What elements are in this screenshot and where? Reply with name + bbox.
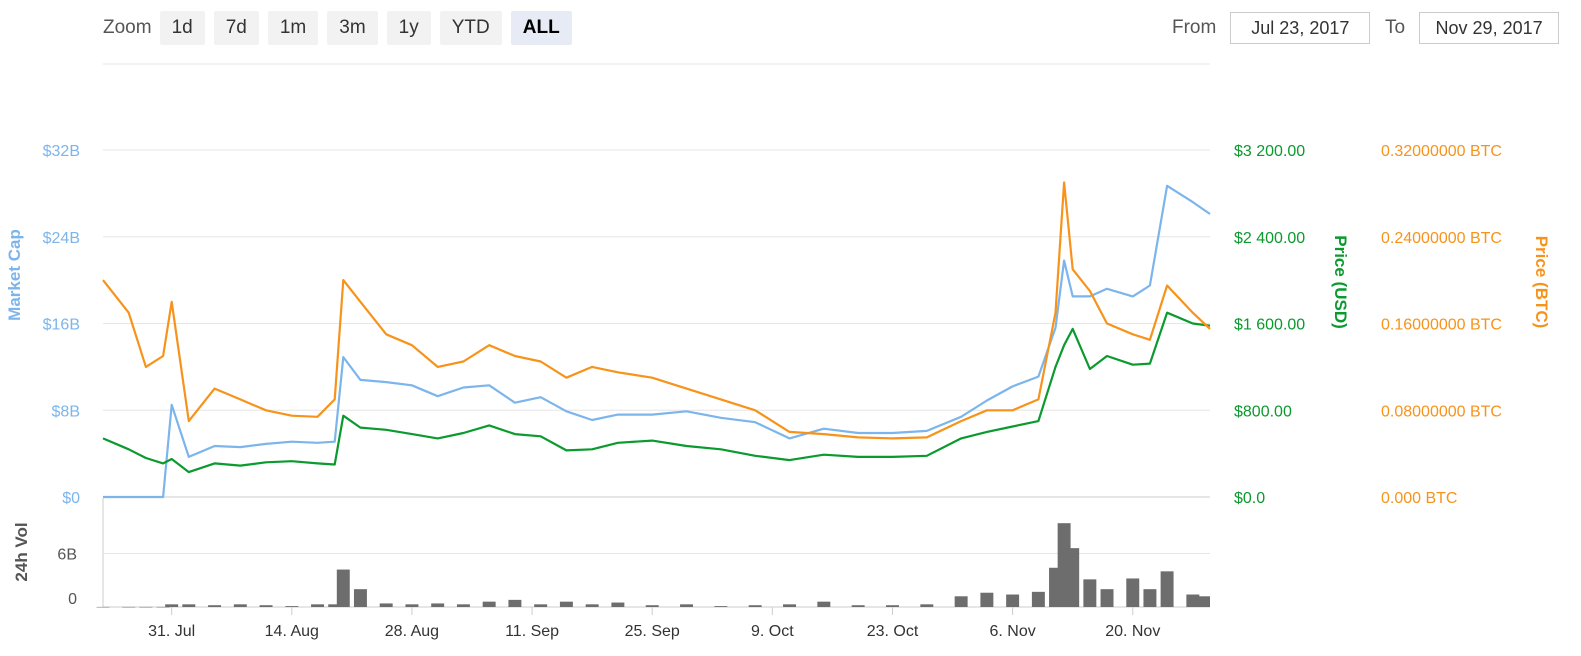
date-range-from: From Jul 23, 2017: [1172, 10, 1371, 46]
volume-tick: 6B: [57, 547, 77, 564]
volume-bar: [482, 601, 496, 607]
grid-lines: [102, 63, 1210, 608]
volume-bar: [611, 602, 625, 607]
volume-bar: [851, 605, 865, 607]
volume-bar: [748, 605, 762, 607]
volume-bar: [1031, 591, 1045, 607]
volume-bar: [208, 605, 222, 607]
zoom-bar: Zoom 1d 7d 1m 3m 1y YTD ALL: [103, 10, 581, 46]
volume-bar: [379, 603, 393, 607]
price-usd-line: [102, 311, 1211, 474]
x-tick-label: 14. Aug: [265, 623, 319, 640]
price-btc-tick: 0.32000000 BTC: [1381, 143, 1502, 160]
volume-bar: [1083, 579, 1097, 607]
volume-bar: [645, 605, 659, 607]
volume-bar: [156, 606, 170, 608]
volume-bar: [1186, 594, 1200, 607]
price-btc-tick: 0.16000000 BTC: [1381, 317, 1502, 334]
x-tick-label: 6. Nov: [990, 623, 1036, 640]
volume-bars: [96, 523, 1210, 608]
price-btc-axis-title: Price (BTC): [1532, 236, 1551, 329]
volume-bar: [886, 605, 899, 607]
zoom-1y-button[interactable]: 1y: [386, 11, 431, 45]
from-label: From: [1172, 17, 1217, 38]
price-btc-line: [102, 181, 1211, 440]
market-cap-tick: $16B: [43, 317, 80, 334]
price-usd-tick: $3 200.00: [1234, 143, 1305, 160]
volume-bar: [328, 604, 342, 607]
x-tick-label: 11. Sep: [505, 623, 559, 640]
volume-bar: [1066, 548, 1080, 607]
volume-tick: 0: [68, 591, 77, 608]
x-tick-label: 9. Oct: [751, 623, 794, 640]
price-usd-tick: $2 400.00: [1234, 230, 1305, 247]
volume-bar: [336, 569, 350, 607]
volume-bar: [714, 606, 728, 607]
volume-bar: [585, 604, 599, 607]
price-btc-tick: 0.08000000 BTC: [1381, 403, 1502, 420]
volume-bar: [259, 605, 273, 607]
volume-bar: [680, 604, 694, 607]
x-tick-label: 31. Jul: [148, 623, 195, 640]
market-cap-axis-title: Market Cap: [5, 229, 24, 321]
volume-bar: [456, 604, 470, 607]
volume-bar: [508, 599, 522, 607]
volume-bar: [353, 589, 367, 607]
to-date-input[interactable]: Nov 29, 2017: [1419, 12, 1560, 44]
price-usd-axis-title: Price (USD): [1331, 235, 1350, 329]
volume-bar: [311, 604, 325, 607]
price-usd-tick: $800.00: [1234, 403, 1292, 420]
zoom-3m-button[interactable]: 3m: [327, 11, 378, 45]
price-usd-tick: $0.0: [1234, 490, 1265, 507]
volume-bar: [1197, 596, 1210, 607]
volume-bar: [139, 606, 153, 608]
volume-bar: [96, 606, 110, 608]
volume-bar: [405, 604, 419, 607]
volume-bar: [1006, 594, 1020, 607]
volume-bar: [1126, 578, 1140, 607]
volume-bar: [1100, 589, 1114, 607]
volume-bar: [954, 596, 968, 607]
market-cap-tick: $0: [62, 490, 80, 507]
price-btc-tick: 0.24000000 BTC: [1381, 230, 1502, 247]
volume-bar: [431, 603, 445, 607]
volume-bar: [920, 604, 934, 607]
market-cap-tick: $32B: [43, 143, 80, 160]
series-lines: [102, 181, 1211, 499]
market-cap-line: [103, 184, 1211, 499]
volume-bar: [817, 601, 831, 607]
volume-bar: [980, 592, 994, 607]
from-date-input[interactable]: Jul 23, 2017: [1230, 12, 1371, 44]
zoom-1d-button[interactable]: 1d: [159, 11, 205, 45]
date-range-to: To Nov 29, 2017: [1385, 10, 1560, 46]
zoom-all-button[interactable]: ALL: [510, 11, 572, 45]
market-cap-tick: $8B: [52, 403, 80, 420]
to-label: To: [1385, 17, 1406, 38]
volume-bar: [1143, 589, 1157, 607]
volume-bar: [559, 601, 573, 607]
volume-bar: [233, 604, 247, 607]
zoom-1m-button[interactable]: 1m: [267, 11, 319, 45]
volume-bar: [165, 604, 179, 607]
zoom-7d-button[interactable]: 7d: [213, 11, 259, 45]
y-axes: $0 $0.0 0.000 BTC $8B $800.00 0.08000000 BTC $…: [43, 143, 1502, 608]
volume-bar: [1160, 571, 1174, 607]
volume-bar: [285, 606, 299, 607]
price-btc-tick: 0.000 BTC: [1381, 490, 1457, 507]
x-tick-label: 23. Oct: [867, 623, 919, 640]
volume-bar: [534, 604, 548, 607]
x-tick-label: 20. Nov: [1105, 623, 1160, 640]
x-tick-label: 25. Sep: [625, 623, 680, 640]
price-usd-tick: $1 600.00: [1234, 317, 1305, 334]
x-axis: 31. Jul 14. Aug 28. Aug 11. Sep 25. Sep 9. Oc…: [148, 607, 1160, 640]
x-tick-label: 28. Aug: [385, 623, 439, 640]
market-cap-tick: $24B: [43, 230, 80, 247]
volume-bar: [122, 606, 136, 608]
volume-bar: [182, 604, 196, 607]
volume-axis-title: 24h Vol: [12, 522, 31, 581]
zoom-label: Zoom: [103, 17, 152, 38]
zoom-ytd-button[interactable]: YTD: [439, 11, 502, 45]
volume-bar: [783, 604, 796, 607]
